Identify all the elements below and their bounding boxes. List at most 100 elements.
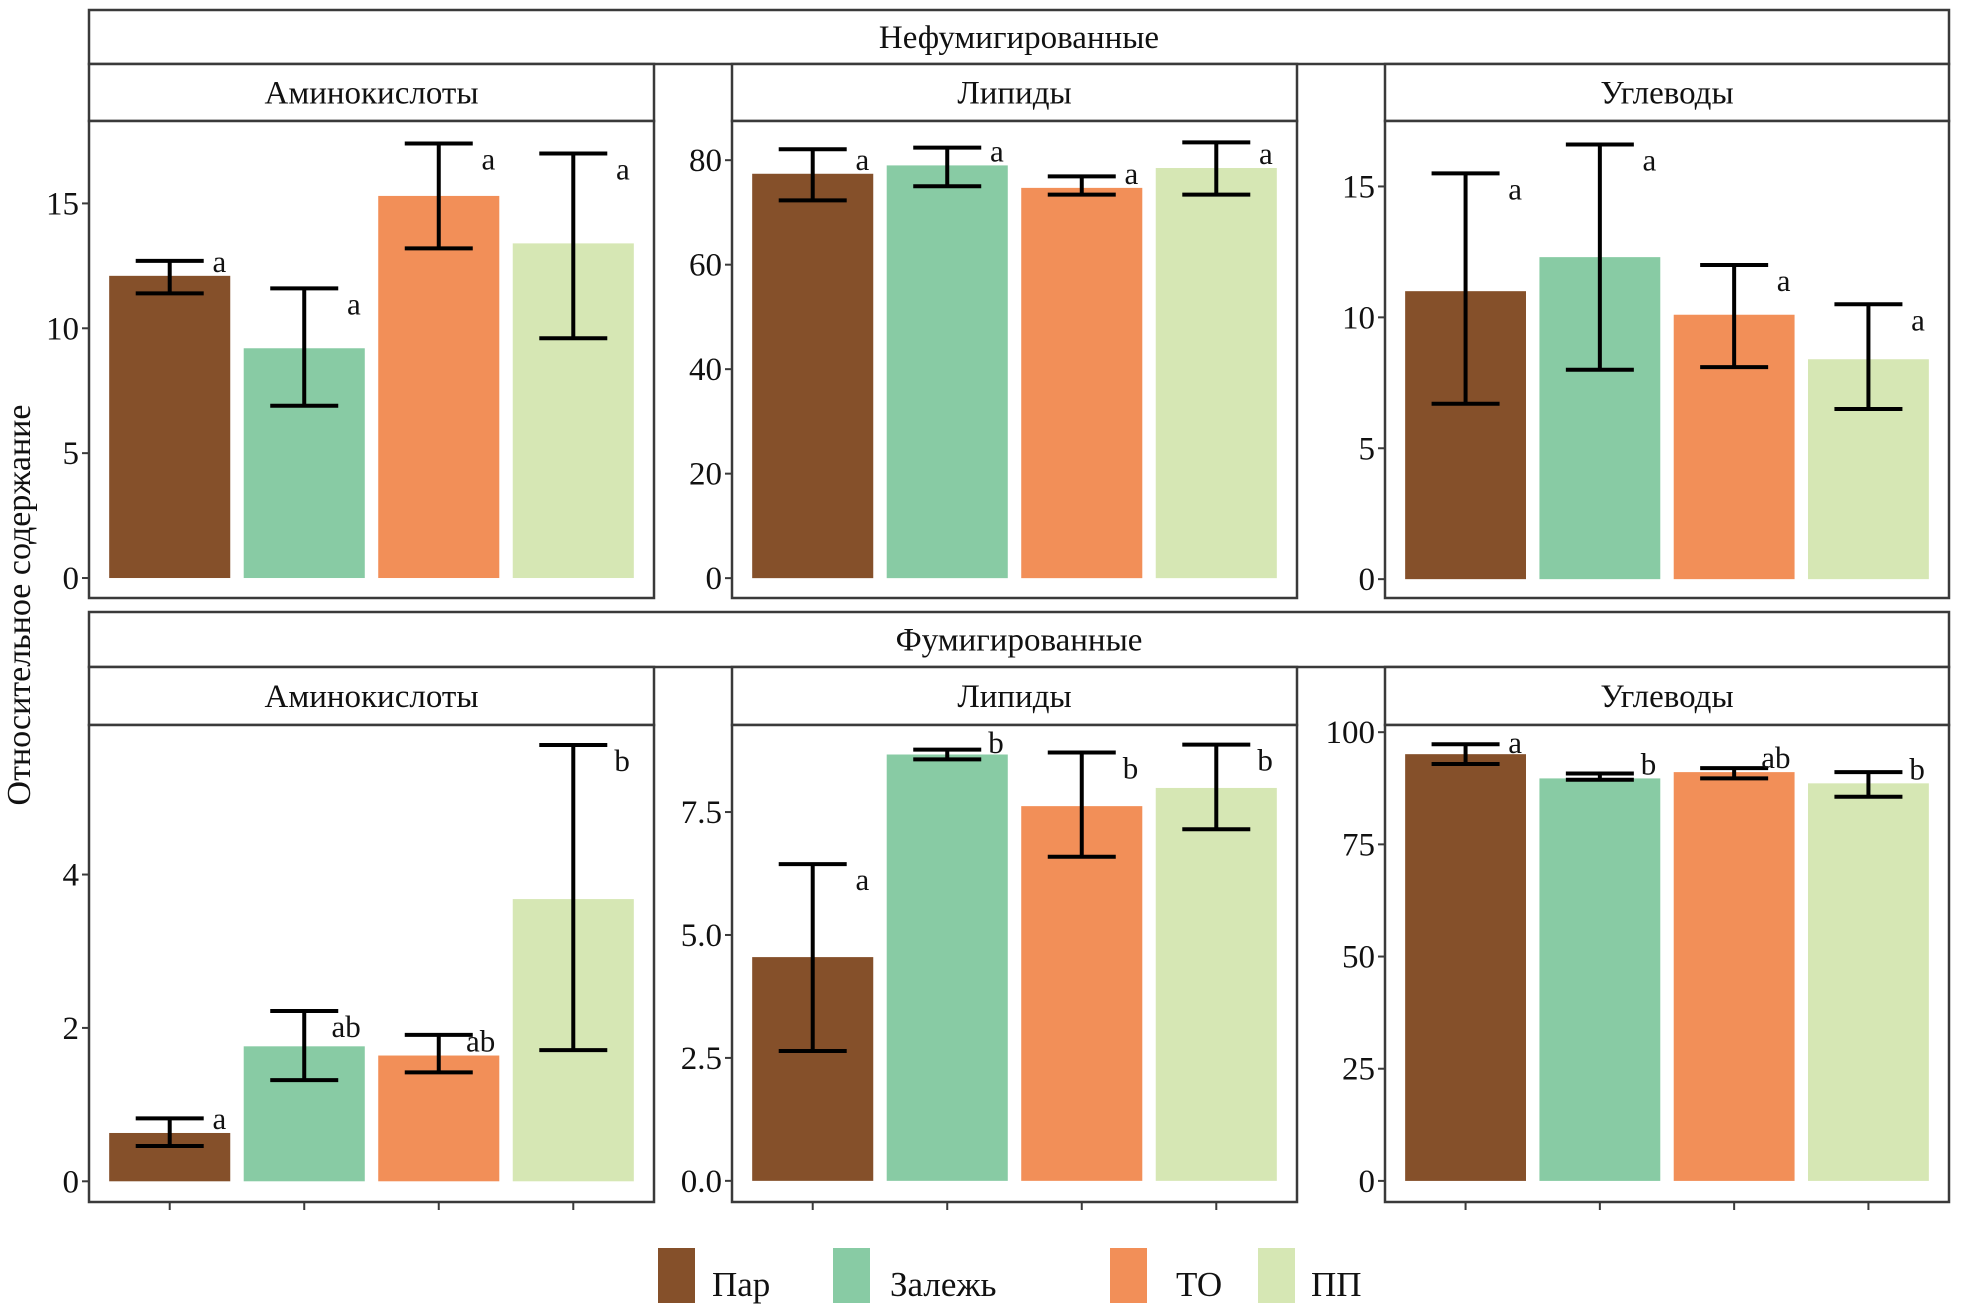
bar-ТО: [1673, 772, 1795, 1181]
y-tick-label: 0.0: [681, 1164, 722, 1200]
error-bar: [1700, 262, 1769, 370]
bar-ТО: [378, 1055, 500, 1182]
significance-letter: ab: [466, 1024, 495, 1059]
legend-label: ТО: [1176, 1265, 1222, 1304]
significance-letter: b: [1909, 751, 1925, 786]
facet-panel: Липиды 0 20 40 60 80 a a a a: [689, 62, 1299, 600]
significance-letter: a: [855, 862, 869, 897]
significance-letter: ab: [1761, 740, 1790, 775]
row-strip-label: Фумигированные: [896, 623, 1143, 659]
y-tick-label: 40: [689, 352, 722, 388]
significance-letter: a: [1508, 171, 1522, 206]
error-bar: [135, 1116, 204, 1149]
y-tick-label: 5: [1359, 431, 1376, 467]
bar-ТО: [1021, 187, 1143, 579]
y-tick-label: 80: [689, 143, 722, 179]
y-tick-label: 15: [1342, 169, 1375, 205]
significance-letter: a: [212, 244, 226, 279]
row-strip-label: Нефумигированные: [879, 20, 1159, 56]
y-tick-label: 7.5: [681, 795, 722, 831]
y-tick-label: 0: [63, 561, 80, 597]
bar-ПП: [1808, 783, 1929, 1181]
y-tick-label: 5: [63, 436, 80, 472]
panel-strip-label: Аминокислоты: [264, 679, 478, 715]
panel-strip: [1383, 665, 1951, 727]
error-bar: [1700, 766, 1769, 781]
panel-strip: [730, 665, 1299, 727]
significance-letter: a: [1911, 302, 1925, 337]
panel-strip: [87, 665, 656, 727]
facet-panel: Аминокислоты 0 5 10 15 a a a a: [46, 62, 656, 600]
y-tick-label: 0: [1359, 1164, 1376, 1200]
error-bar: [913, 747, 982, 762]
y-tick-label: 10: [46, 311, 79, 347]
error-bar: [1182, 140, 1251, 197]
error-bar: [135, 258, 204, 296]
significance-letter: a: [212, 1101, 226, 1136]
significance-letter: a: [1643, 143, 1657, 178]
error-bar: [778, 862, 847, 1054]
error-bar: [404, 141, 473, 251]
y-tick-label: 4: [63, 858, 80, 894]
legend-item: Залежь: [833, 1248, 997, 1304]
error-bar: [1834, 302, 1903, 411]
facet-panel: Углеводы 0 5 10 15 a a a a: [1342, 62, 1951, 600]
y-tick-label: 2.5: [681, 1041, 722, 1077]
bar-ТО: [1021, 806, 1143, 1181]
significance-letter: a: [347, 286, 361, 321]
y-tick-label: 0: [63, 1164, 80, 1200]
significance-letter: a: [1259, 136, 1273, 171]
bar-Залежь: [1539, 778, 1661, 1181]
panel-strip-label: Липиды: [957, 679, 1071, 715]
y-tick-label: 0: [1359, 562, 1376, 598]
y-tick-label: 75: [1342, 827, 1375, 863]
panel-strip: [730, 62, 1299, 123]
bar-Пар: [1405, 754, 1526, 1181]
y-tick-label: 50: [1342, 940, 1375, 976]
legend-label: Пар: [712, 1265, 770, 1304]
row-strip: [87, 610, 1951, 669]
y-axis-title: Относительное содержание: [1, 405, 38, 806]
error-bar: [404, 1032, 473, 1075]
legend-item: ТО: [1110, 1248, 1222, 1304]
row-strip: [87, 8, 1951, 66]
error-bar: [1565, 771, 1634, 782]
significance-letter: a: [990, 133, 1004, 168]
y-tick-label: 20: [689, 457, 722, 493]
legend-key: [1258, 1248, 1295, 1303]
significance-letter: a: [855, 142, 869, 177]
error-bar: [270, 286, 339, 408]
error-bar: [1182, 742, 1251, 832]
error-bar: [1431, 171, 1500, 406]
legend-item: ПП: [1258, 1248, 1362, 1304]
significance-letter: a: [1508, 725, 1522, 760]
bar-Пар: [752, 173, 874, 579]
bar-ПП: [1155, 787, 1277, 1181]
error-bar: [913, 145, 982, 189]
legend-key: [1110, 1248, 1147, 1303]
significance-letter: ab: [332, 1009, 361, 1044]
significance-letter: a: [482, 141, 496, 176]
bar-ТО: [378, 195, 500, 579]
y-tick-label: 2: [63, 1011, 80, 1047]
significance-letter: b: [614, 743, 630, 778]
significance-letter: b: [1257, 743, 1273, 778]
y-tick-label: 25: [1342, 1052, 1375, 1088]
bar-Залежь: [886, 165, 1008, 579]
y-tick-label: 0: [706, 561, 723, 597]
error-bar: [1565, 142, 1634, 372]
legend: Пар Залежь ТО ПП: [658, 1248, 1362, 1304]
error-bar: [778, 147, 847, 203]
error-bar: [1047, 174, 1116, 197]
error-bar: [539, 151, 608, 341]
error-bar: [1431, 742, 1500, 767]
bar-Пар: [109, 275, 231, 579]
y-tick-label: 15: [46, 186, 79, 222]
y-tick-label: 5.0: [681, 918, 722, 954]
legend-item: Пар: [658, 1248, 770, 1304]
facet-panel: Аминокислоты 0 2 4 a ab ab b: [63, 665, 656, 1210]
panel-strip-label: Углеводы: [1600, 76, 1733, 112]
